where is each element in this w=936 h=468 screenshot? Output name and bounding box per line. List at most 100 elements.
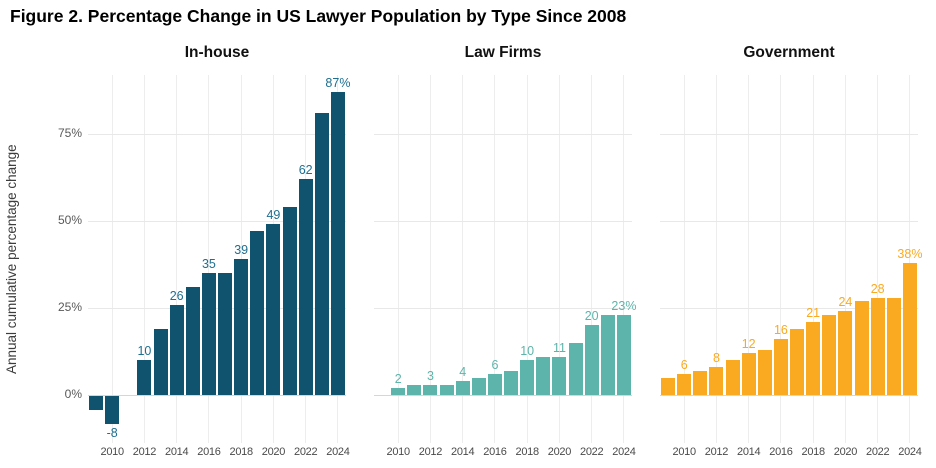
bar-law-firms-2021 [568, 342, 583, 395]
panel-title-in-house: In-house [184, 44, 250, 61]
x-tick-label: 2014 [737, 446, 761, 458]
x-tick-label: 2012 [132, 446, 157, 458]
bar-law-firms-2015 [471, 377, 486, 395]
bar-value-label-government-2012: 8 [712, 351, 720, 366]
x-tick-label: 2010 [672, 446, 697, 458]
bar-value-label-government-2010: 6 [680, 358, 688, 373]
x-tick-label: 2018 [229, 446, 254, 458]
bar-value-label-law-firms-2020: 11 [552, 340, 566, 355]
x-tick-label: 2020 [833, 446, 858, 458]
gridline-vertical [558, 75, 560, 443]
gridline-vertical [715, 75, 717, 443]
gridline-vertical [683, 75, 685, 443]
panel-law-firms: 2010 2012 2014 2016 2018 2020 2022 2024 2 3 4 6 10 11… [374, 75, 636, 458]
gridline-vertical [240, 75, 242, 443]
gridline-horizontal [88, 134, 346, 135]
bar-value-label-law-firms-2022: 20 [584, 309, 599, 324]
bar-in-house-2015 [185, 287, 200, 395]
bar-in-house-2009 [89, 396, 104, 410]
bar-government-2015 [757, 349, 772, 395]
gridline-vertical [462, 75, 464, 443]
gridline-horizontal [374, 221, 632, 222]
bar-value-label-in-house-2014: 26 [169, 288, 184, 303]
gridline-horizontal [660, 221, 918, 222]
figure-title: Figure 2. Percentage Change in US Lawyer… [10, 6, 627, 26]
bar-government-2019 [822, 314, 837, 395]
x-tick-label: 2012 [704, 446, 729, 458]
bar-law-firms-2018 [520, 360, 535, 395]
panel-in-house: 2010 2012 2014 2016 2018 2020 2022 2024 -8 10 26 35… [88, 75, 350, 458]
panel-title-law-firms: Law Firms [464, 44, 542, 61]
bar-law-firms-2011 [407, 384, 422, 395]
bar-in-house-2012 [137, 360, 152, 395]
x-tick-label: 2016 [197, 446, 221, 458]
bar-law-firms-2017 [504, 370, 519, 395]
bar-value-label-government-2022: 28 [870, 281, 885, 296]
gridline-vertical [780, 75, 782, 443]
x-tick-label: 2018 [515, 446, 540, 458]
bar-law-firms-2014 [455, 381, 470, 395]
gridline-horizontal [374, 134, 632, 135]
y-tick-label: 75% [57, 126, 82, 140]
bar-in-house-2014 [169, 304, 184, 395]
gridline-horizontal [374, 308, 632, 309]
x-tick-label: 2022 [580, 446, 604, 458]
bar-government-2023 [886, 297, 901, 395]
gridline-horizontal [660, 308, 918, 309]
x-tick-label: 2020 [261, 446, 286, 458]
gridline-vertical [111, 75, 113, 443]
bar-in-house-2018 [234, 259, 249, 395]
bar-government-2016 [773, 339, 788, 395]
y-tick-label: 50% [57, 213, 82, 227]
bar-in-house-2024 [330, 92, 345, 395]
bar-value-label-law-firms-2010: 2 [394, 372, 402, 387]
y-tick-label: 0% [64, 387, 82, 401]
gridline-vertical [591, 75, 593, 443]
bar-value-label-in-house-2024: 87% [325, 76, 351, 91]
bar-value-label-law-firms-2024: 23% [611, 298, 637, 313]
bar-law-firms-2013 [439, 384, 454, 395]
bar-government-2010 [677, 374, 692, 395]
bar-value-label-in-house-2016: 35 [201, 257, 216, 272]
bar-in-house-2020 [266, 224, 281, 395]
bar-value-label-in-house-2022: 62 [298, 163, 313, 178]
bar-value-label-in-house-2018: 39 [234, 243, 249, 258]
x-tick-label: 2024 [612, 446, 636, 458]
bar-government-2020 [838, 311, 853, 395]
bar-government-2014 [741, 353, 756, 395]
x-tick-label: 2024 [326, 446, 350, 458]
x-tick-label: 2020 [547, 446, 572, 458]
y-tick-label: 25% [57, 300, 82, 314]
bar-value-label-in-house-2012: 10 [137, 344, 152, 359]
x-tick-label: 2024 [898, 446, 922, 458]
zero-baseline [374, 395, 632, 396]
bar-value-label-government-2014: 12 [741, 337, 756, 352]
bar-government-2017 [790, 328, 805, 395]
gridline-horizontal [660, 134, 918, 135]
gridline-vertical [526, 75, 528, 443]
gridline-vertical [844, 75, 846, 443]
gridline-horizontal [88, 308, 346, 309]
bar-in-house-2021 [282, 207, 297, 395]
y-axis-label: Annual cumulative percentage change [4, 144, 19, 374]
bar-value-label-government-2024: 38% [897, 246, 923, 261]
gridline-vertical [877, 75, 879, 443]
bar-value-label-government-2016: 16 [773, 323, 788, 338]
gridline-vertical [494, 75, 496, 443]
bar-in-house-2019 [250, 231, 265, 395]
bar-law-firms-2020 [552, 356, 567, 395]
bar-government-2011 [693, 370, 708, 395]
bar-law-firms-2022 [584, 325, 599, 395]
bar-government-2022 [870, 297, 885, 395]
bar-in-house-2022 [298, 179, 313, 395]
zero-baseline [88, 395, 346, 396]
x-tick-label: 2022 [866, 446, 890, 458]
gridline-vertical [623, 75, 625, 443]
bar-value-label-government-2018: 21 [806, 305, 821, 320]
gridline-vertical [429, 75, 431, 443]
bar-government-2013 [725, 360, 740, 395]
bar-value-label-law-firms-2014: 4 [459, 365, 467, 380]
x-tick-label: 2014 [451, 446, 475, 458]
gridline-vertical [397, 75, 399, 443]
